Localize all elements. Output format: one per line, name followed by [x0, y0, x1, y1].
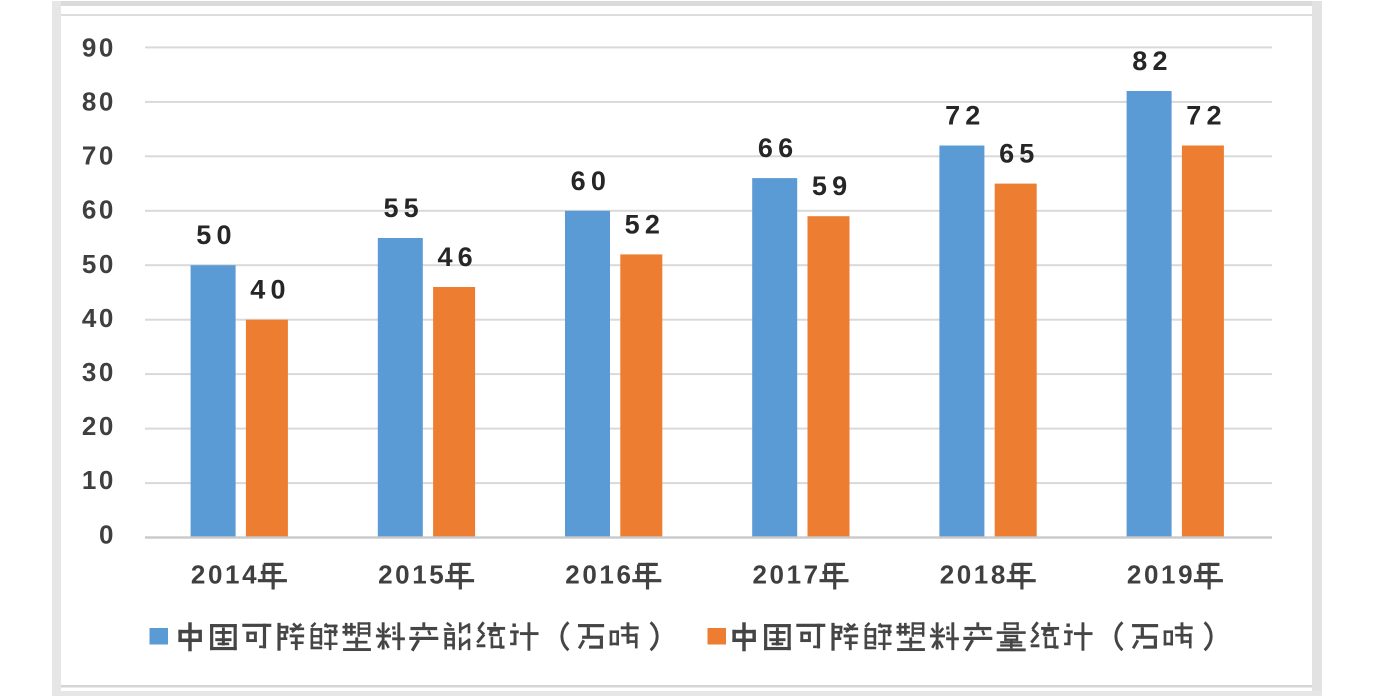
svg-text:72: 72: [1186, 101, 1226, 131]
svg-text:60: 60: [82, 195, 116, 225]
svg-text:40: 40: [82, 303, 116, 333]
svg-text:2016: 2016: [565, 560, 633, 590]
svg-text:52: 52: [625, 209, 665, 239]
svg-text:70: 70: [82, 141, 116, 171]
svg-text:2019: 2019: [1127, 560, 1195, 590]
svg-text:20: 20: [82, 411, 116, 441]
svg-text:10: 10: [82, 465, 116, 495]
svg-text:55: 55: [383, 193, 423, 223]
svg-text:0: 0: [99, 519, 116, 549]
svg-text:59: 59: [812, 171, 852, 201]
svg-text:50: 50: [196, 220, 236, 250]
svg-text:82: 82: [1132, 46, 1172, 76]
svg-text:2014: 2014: [191, 560, 259, 590]
svg-text:30: 30: [82, 357, 116, 387]
svg-text:66: 66: [758, 133, 798, 163]
svg-text:65: 65: [999, 139, 1039, 169]
svg-text:2018: 2018: [940, 560, 1008, 590]
svg-text:2017: 2017: [753, 560, 821, 590]
svg-text:2015: 2015: [378, 560, 446, 590]
svg-text:72: 72: [945, 101, 985, 131]
svg-text:60: 60: [571, 166, 611, 196]
svg-text:90: 90: [82, 32, 116, 62]
svg-text:46: 46: [437, 242, 477, 272]
svg-text:80: 80: [82, 87, 116, 117]
svg-text:50: 50: [82, 249, 116, 279]
svg-text:40: 40: [250, 275, 290, 305]
